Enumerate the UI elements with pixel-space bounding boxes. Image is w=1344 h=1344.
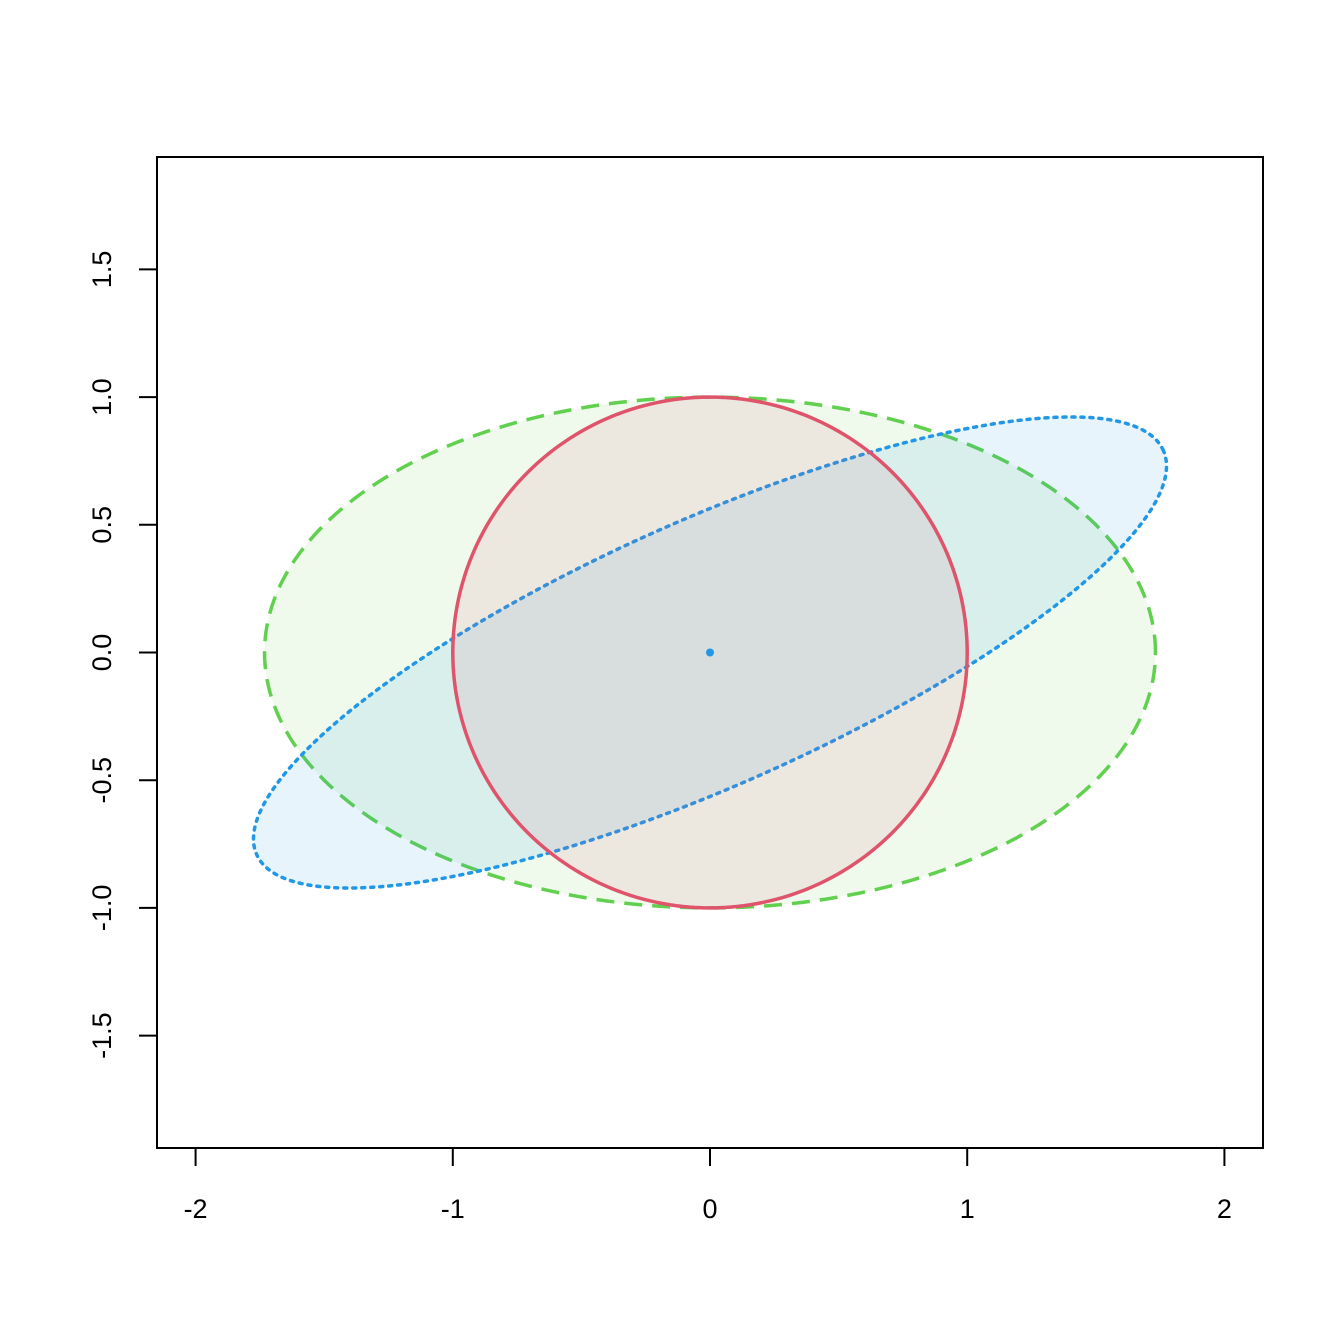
x-tick-label: 0: [702, 1194, 717, 1224]
y-axis: -1.5 -1.0 -0.5 0.0 0.5 1.0 1.5: [87, 251, 158, 1059]
x-tick-label: 2: [1217, 1194, 1232, 1224]
y-tick-label: 0.5: [87, 506, 117, 544]
x-tick-label: -2: [184, 1194, 208, 1224]
x-tick-label: -1: [441, 1194, 465, 1224]
center-point: [706, 648, 714, 657]
y-tick-label: -1.5: [87, 1012, 117, 1059]
y-tick-label: -0.5: [87, 757, 117, 804]
x-tick-label: 1: [960, 1194, 975, 1224]
x-axis: -2 -1 0 1 2: [184, 1147, 1232, 1224]
y-tick-label: -1.0: [87, 885, 117, 932]
y-tick-label: 1.5: [87, 251, 117, 289]
y-tick-label: 1.0: [87, 378, 117, 416]
points-layer: [706, 648, 714, 657]
y-tick-label: 0.0: [87, 634, 117, 672]
